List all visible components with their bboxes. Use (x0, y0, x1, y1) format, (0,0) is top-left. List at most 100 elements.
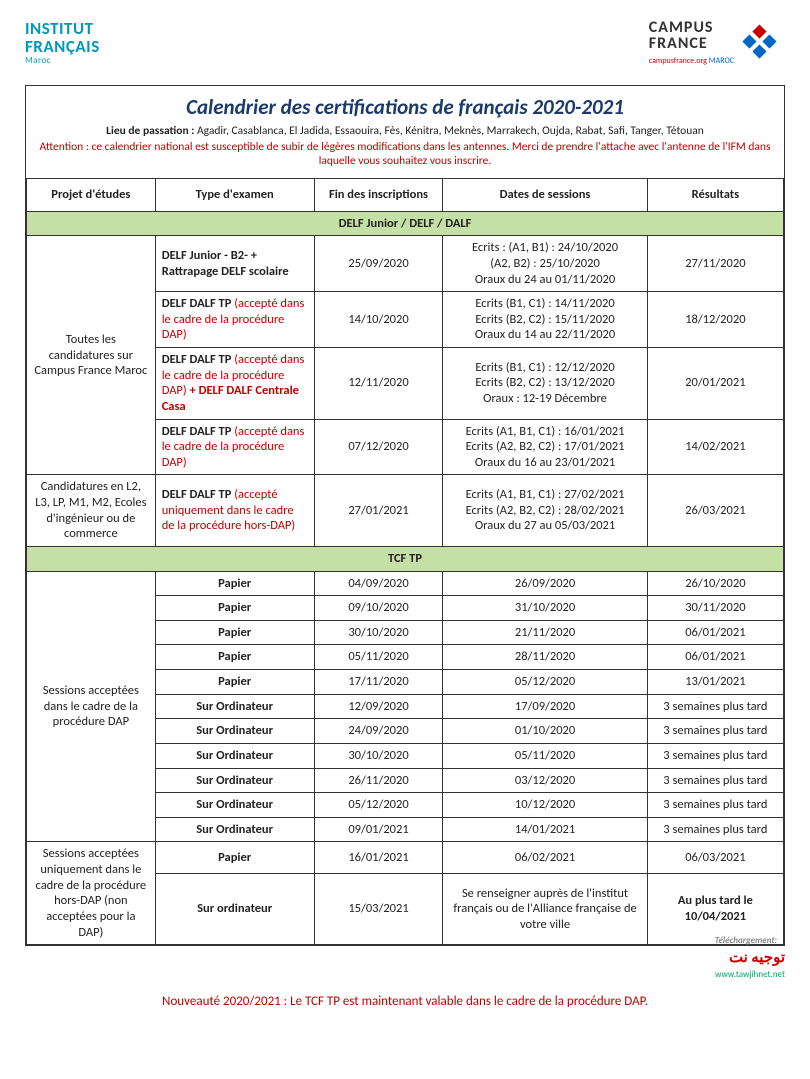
calendar-table: Projet d'études Type d'examen Fin des in… (26, 178, 784, 945)
exam-type: DELF DALF TP (162, 487, 235, 502)
sessions: Ecrits (A1, B1, C1) : 27/02/2021 Ecrits … (443, 475, 647, 547)
lieu-label: Lieu de passation : (106, 124, 194, 138)
resultats: 3 semaines plus tard (647, 743, 783, 768)
tawjih-arabic: توجيه نت (729, 949, 785, 967)
campus-france-diamond-icon (741, 24, 785, 64)
fin-insc: 30/10/2020 (314, 743, 443, 768)
exam-type: Sur Ordinateur (155, 719, 314, 744)
resultats: 13/01/2021 (647, 670, 783, 695)
proj-dap: Sessions acceptées dans le cadre de la p… (27, 571, 156, 842)
cf-bot: FRANCE (649, 34, 708, 53)
exam-type: DELF DALF TP (162, 296, 235, 311)
sessions: 05/11/2020 (443, 743, 647, 768)
sessions: 10/12/2020 (443, 793, 647, 818)
sessions: 14/01/2021 (443, 817, 647, 842)
sessions: Ecrits (B1, C1) : 12/12/2020 Ecrits (B2,… (443, 348, 647, 420)
col-projet: Projet d'études (27, 179, 156, 212)
sessions: Ecrits : (A1, B1) : 24/10/2020 (A2, B2) … (443, 236, 647, 292)
fin-insc: 05/12/2020 (314, 793, 443, 818)
exam-type: Sur Ordinateur (155, 743, 314, 768)
col-fin: Fin des inscriptions (314, 179, 443, 212)
table-row: Sessions acceptées uniquement dans le ca… (27, 842, 784, 873)
lieu-passation: Lieu de passation : Agadir, Casablanca, … (26, 124, 784, 138)
col-sessions: Dates de sessions (443, 179, 647, 212)
sessions: 06/02/2021 (443, 842, 647, 873)
resultats: 3 semaines plus tard (647, 768, 783, 793)
exam-type: Sur Ordinateur (155, 694, 314, 719)
fin-insc: 25/09/2020 (314, 236, 443, 292)
exam-type: DELF DALF TP (162, 352, 235, 367)
resultats: 3 semaines plus tard (647, 793, 783, 818)
fin-insc: 09/10/2020 (314, 596, 443, 621)
fin-insc: 04/09/2020 (314, 571, 443, 596)
resultats: 20/01/2021 (647, 348, 783, 420)
telechargement-label: Téléchargement: (715, 935, 777, 946)
table-row: Toutes les candidatures sur Campus Franc… (27, 236, 784, 292)
exam-type: Papier (155, 842, 314, 873)
logo-institut-francais: INSTITUT FRANÇAIS Maroc (25, 20, 100, 65)
proj-hors-dap: Sessions acceptées uniquement dans le ca… (27, 842, 156, 945)
exam-type: Papier (155, 670, 314, 695)
exam-type: Sur Ordinateur (155, 793, 314, 818)
logo-campus-france: CAMPUS FRANCE campusfrance.org MAROC (649, 20, 785, 67)
exam-type: Papier (155, 596, 314, 621)
tawjih-url: www.tawjihnet.net (715, 969, 785, 980)
fin-insc: 09/01/2021 (314, 817, 443, 842)
logos-row: INSTITUT FRANÇAIS Maroc CAMPUS FRANCE ca… (25, 20, 785, 67)
fin-insc: 12/11/2020 (314, 348, 443, 420)
sessions: 21/11/2020 (443, 620, 647, 645)
fin-insc: 14/10/2020 (314, 292, 443, 348)
footer-note: Nouveauté 2020/2021 : Le TCF TP est main… (25, 994, 785, 1009)
fin-insc: 07/12/2020 (314, 419, 443, 475)
sessions: 05/12/2020 (443, 670, 647, 695)
sessions: 03/12/2020 (443, 768, 647, 793)
fin-insc: 12/09/2020 (314, 694, 443, 719)
sessions: Ecrits (A1, B1, C1) : 16/01/2021 Ecrits … (443, 419, 647, 475)
exam-type: Sur Ordinateur (155, 817, 314, 842)
attention-note: Attention : ce calendrier national est s… (26, 138, 784, 178)
col-resultats: Résultats (647, 179, 783, 212)
table-row: Candidatures en L2, L3, LP, M1, M2, Ecol… (27, 475, 784, 547)
resultats: 27/11/2020 (647, 236, 783, 292)
exam-type: Papier (155, 645, 314, 670)
fin-insc: 26/11/2020 (314, 768, 443, 793)
sessions: 28/11/2020 (443, 645, 647, 670)
fin-insc: 16/01/2021 (314, 842, 443, 873)
resultats: 26/10/2020 (647, 571, 783, 596)
fin-insc: 30/10/2020 (314, 620, 443, 645)
resultats: 06/03/2021 (647, 842, 783, 873)
exam-type: DELF Junior - B2- + Rattrapage DELF scol… (162, 248, 289, 279)
col-type: Type d'examen (155, 179, 314, 212)
resultats: 14/02/2021 (647, 419, 783, 475)
sessions: Ecrits (B1, C1) : 14/11/2020 Ecrits (B2,… (443, 292, 647, 348)
resultats: 3 semaines plus tard (647, 817, 783, 842)
sessions: 31/10/2020 (443, 596, 647, 621)
resultats: 30/11/2020 (647, 596, 783, 621)
fin-insc: 15/03/2021 (314, 873, 443, 944)
exam-type: Sur Ordinateur (155, 768, 314, 793)
fin-insc: 17/11/2020 (314, 670, 443, 695)
table-header-row: Projet d'études Type d'examen Fin des in… (27, 179, 784, 212)
resultats: 06/01/2021 (647, 620, 783, 645)
logo-if-line2: FRANÇAIS (25, 36, 100, 57)
fin-insc: 05/11/2020 (314, 645, 443, 670)
sessions: 01/10/2020 (443, 719, 647, 744)
sessions: Se renseigner auprès de l'institut franç… (443, 873, 647, 944)
logo-if-sub: Maroc (25, 56, 100, 65)
exam-type: Papier (155, 571, 314, 596)
resultats: 06/01/2021 (647, 645, 783, 670)
resultats: 26/03/2021 (647, 475, 783, 547)
proj-l2-commerce: Candidatures en L2, L3, LP, M1, M2, Ecol… (27, 475, 156, 547)
proj-campus-france: Toutes les candidatures sur Campus Franc… (27, 236, 156, 475)
resultats: 3 semaines plus tard (647, 694, 783, 719)
cf-url: campusfrance.org (649, 56, 707, 66)
section-tcf-label: TCF TP (27, 546, 784, 571)
cf-tag: MAROC (709, 56, 734, 66)
lieu-text: Agadir, Casablanca, El Jadida, Essaouira… (194, 124, 703, 138)
fin-insc: 24/09/2020 (314, 719, 443, 744)
resultats: 18/12/2020 (647, 292, 783, 348)
page-title: Calendrier des certifications de françai… (26, 86, 784, 124)
calendar-box: Calendrier des certifications de françai… (25, 85, 785, 946)
table-row: Sessions acceptées dans le cadre de la p… (27, 571, 784, 596)
watermark-tawjihnet: توجيه نت www.tawjihnet.net (25, 948, 785, 980)
